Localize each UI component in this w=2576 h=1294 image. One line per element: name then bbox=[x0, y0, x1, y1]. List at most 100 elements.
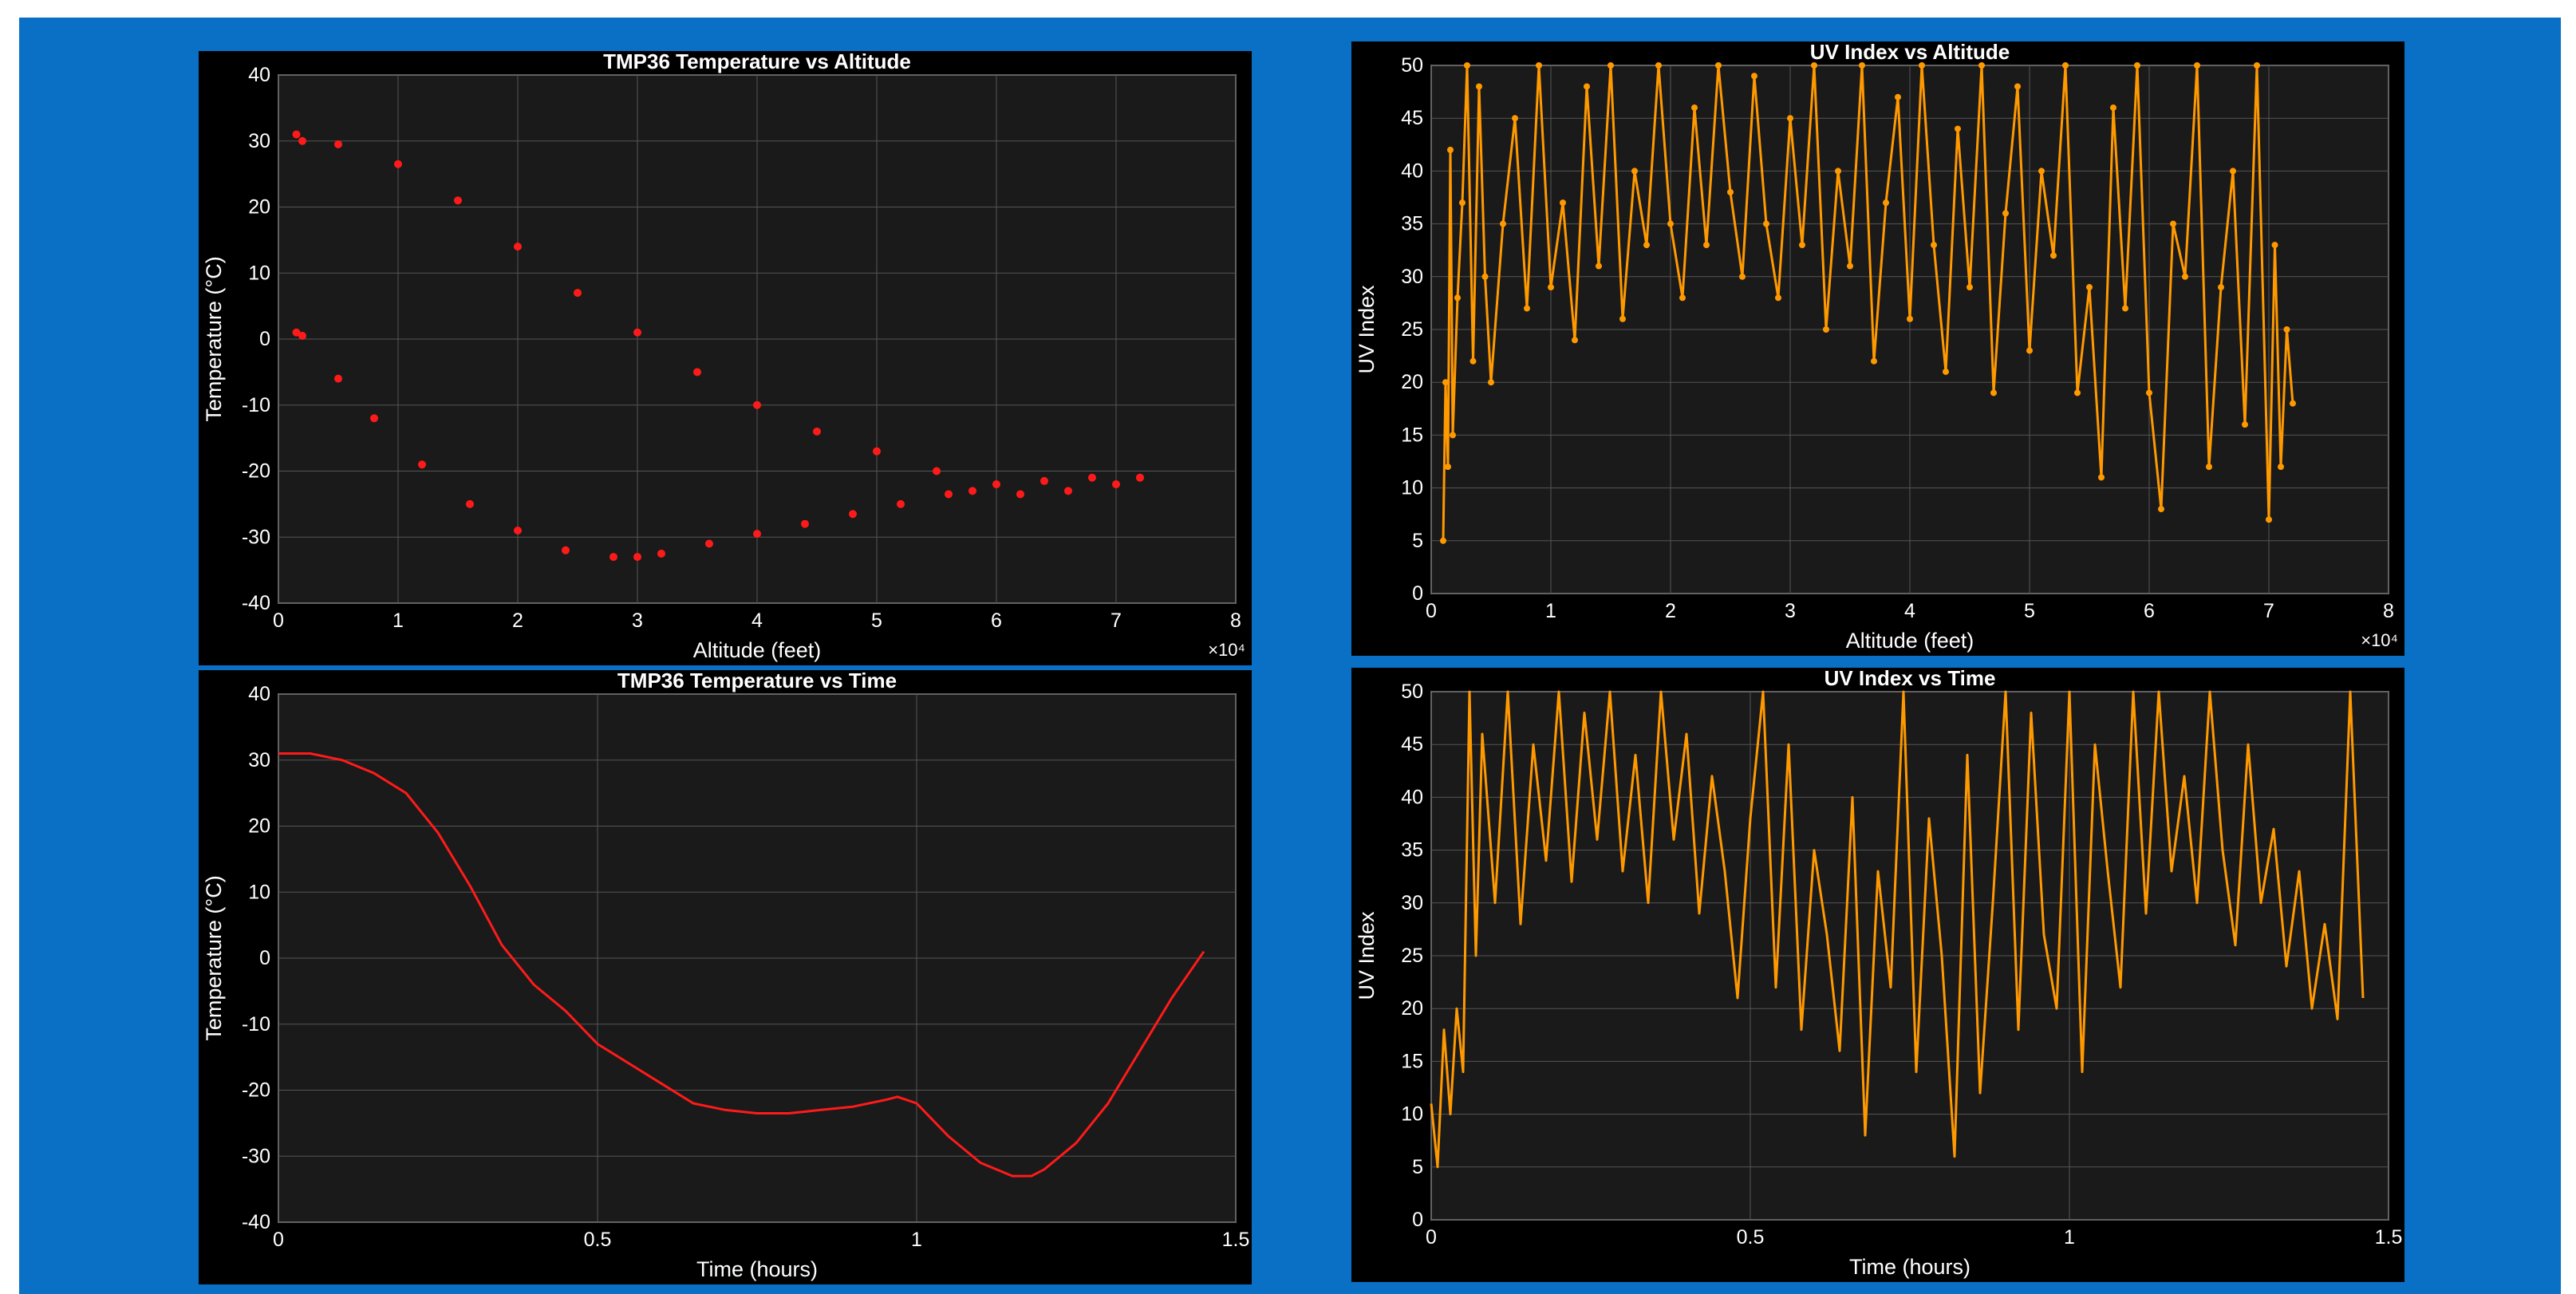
y-tick-label: 0 bbox=[259, 947, 270, 969]
data-point bbox=[2254, 62, 2260, 69]
data-point bbox=[1931, 242, 1937, 249]
data-point bbox=[1643, 242, 1650, 249]
y-tick-label: -30 bbox=[242, 526, 270, 548]
y-tick-label: 50 bbox=[1401, 54, 1423, 77]
data-point bbox=[418, 460, 426, 469]
data-point bbox=[1016, 490, 1024, 499]
data-point bbox=[2283, 326, 2290, 333]
data-point bbox=[2242, 421, 2248, 428]
data-point bbox=[1500, 220, 1506, 227]
y-tick-label: 40 bbox=[1401, 160, 1423, 182]
data-point bbox=[1955, 125, 1961, 132]
data-point bbox=[849, 510, 857, 519]
data-point bbox=[2086, 284, 2093, 291]
y-tick-label: -20 bbox=[242, 460, 270, 483]
data-point bbox=[1440, 537, 1446, 544]
x-tick-label: 2 bbox=[512, 610, 523, 632]
data-point bbox=[1667, 220, 1674, 227]
x-tick-label: 0 bbox=[273, 1229, 284, 1251]
y-axis-label: UV Index bbox=[1355, 911, 1379, 1000]
y-tick-label: 40 bbox=[248, 64, 270, 86]
data-point bbox=[2218, 284, 2224, 291]
x-tick-label: 4 bbox=[1904, 600, 1915, 622]
series-line-0 bbox=[278, 752, 1205, 1178]
data-point bbox=[1739, 273, 1746, 280]
data-point bbox=[2146, 389, 2152, 396]
data-point bbox=[1512, 115, 1518, 122]
x-tick-label: 7 bbox=[2263, 600, 2274, 622]
data-point bbox=[1447, 146, 1454, 153]
x-tick-label: 0 bbox=[1426, 1226, 1437, 1249]
y-tick-label: 0 bbox=[1412, 1209, 1423, 1231]
data-point bbox=[2158, 506, 2164, 513]
x-tick-label: 4 bbox=[751, 610, 763, 632]
data-point bbox=[298, 136, 306, 145]
data-point bbox=[1136, 473, 1144, 482]
x-axis-label: Time (hours) bbox=[1849, 1255, 1970, 1279]
y-tick-label: 10 bbox=[1401, 477, 1423, 499]
y-tick-label: 50 bbox=[1401, 681, 1423, 703]
data-point bbox=[1883, 199, 1889, 207]
data-point bbox=[2014, 83, 2021, 90]
x-tick-label: 2 bbox=[1665, 600, 1676, 622]
y-tick-label: 5 bbox=[1412, 530, 1423, 552]
data-point bbox=[1476, 83, 1482, 90]
y-tick-label: 30 bbox=[248, 749, 270, 771]
data-point bbox=[945, 490, 953, 499]
chart-title: UV Index vs Time bbox=[1825, 668, 1996, 690]
data-point bbox=[1560, 199, 1566, 207]
data-point bbox=[897, 499, 905, 508]
y-tick-label: 30 bbox=[1401, 892, 1423, 914]
data-point bbox=[1727, 188, 1734, 195]
x-axis-multiplier: ×10⁴ bbox=[1208, 640, 1245, 660]
data-point bbox=[2062, 62, 2069, 69]
y-tick-label: 0 bbox=[259, 328, 270, 350]
y-tick-label: 0 bbox=[1412, 582, 1423, 605]
data-point bbox=[1919, 62, 1925, 69]
x-tick-label: 1 bbox=[911, 1229, 922, 1251]
data-point bbox=[1751, 73, 1757, 80]
data-point bbox=[968, 487, 976, 495]
data-point bbox=[609, 553, 617, 562]
x-tick-label: 1 bbox=[2064, 1226, 2075, 1249]
chart-title: UV Index vs Altitude bbox=[1810, 41, 2010, 64]
data-point bbox=[1907, 315, 1913, 322]
x-tick-label: 1.5 bbox=[1222, 1229, 1250, 1251]
data-point bbox=[334, 374, 342, 383]
y-tick-label: 30 bbox=[248, 130, 270, 152]
data-point bbox=[1655, 62, 1662, 69]
data-point bbox=[1967, 284, 1973, 291]
data-point bbox=[1040, 476, 1048, 485]
y-tick-label: 25 bbox=[1401, 318, 1423, 341]
data-point bbox=[298, 331, 306, 340]
chart-panel-uv-altitude: 0 1 2 3 4 5 6 7 8 0 5 10 15 20 25 30 35 40 45 50 UV Index vs… bbox=[1351, 41, 2404, 656]
chart-title: TMP36 Temperature vs Time bbox=[617, 670, 897, 692]
y-tick-label: 10 bbox=[1401, 1103, 1423, 1126]
data-point bbox=[1450, 432, 1456, 439]
data-point bbox=[1799, 242, 1805, 249]
y-tick-label: -40 bbox=[242, 1211, 270, 1233]
data-point bbox=[454, 196, 462, 205]
data-point bbox=[394, 160, 402, 168]
y-tick-label: -40 bbox=[242, 592, 270, 614]
x-axis-label: Altitude (feet) bbox=[693, 638, 822, 662]
x-tick-label: 1 bbox=[393, 610, 404, 632]
y-axis-label: Temperature (°C) bbox=[202, 875, 226, 1040]
x-tick-label: 6 bbox=[991, 610, 1002, 632]
x-tick-label: 0.5 bbox=[1737, 1226, 1765, 1249]
data-point bbox=[1064, 487, 1072, 495]
data-point bbox=[466, 499, 474, 508]
x-tick-label: 1 bbox=[1545, 600, 1556, 622]
data-point bbox=[705, 539, 713, 548]
data-point bbox=[2206, 464, 2212, 471]
data-point bbox=[2110, 104, 2116, 111]
data-point bbox=[1990, 389, 1997, 396]
y-tick-label: 20 bbox=[248, 196, 270, 219]
data-point bbox=[2271, 242, 2278, 249]
x-tick-label: 7 bbox=[1110, 610, 1122, 632]
x-axis-multiplier: ×10⁴ bbox=[2361, 630, 2398, 650]
y-tick-label: 20 bbox=[248, 815, 270, 838]
data-point bbox=[370, 414, 378, 423]
data-point bbox=[1464, 62, 1470, 69]
